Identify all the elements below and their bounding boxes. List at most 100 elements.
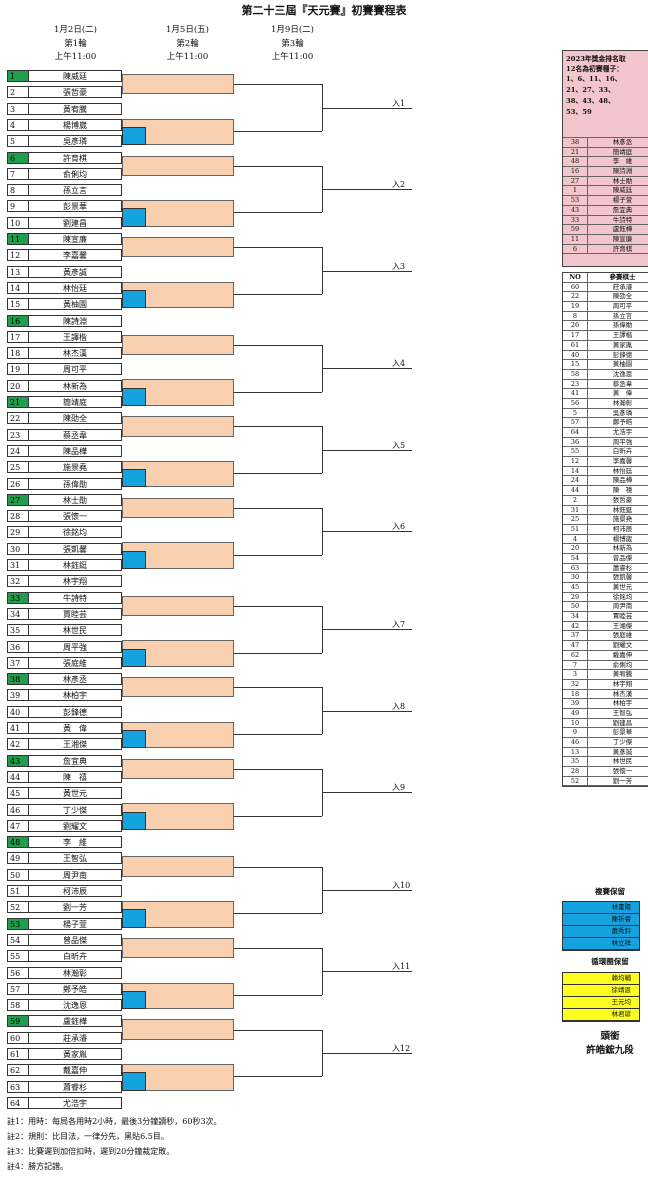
entrant-number: 3 [7, 102, 29, 115]
participant-no: 30 [563, 573, 588, 582]
participant-row: 61 黃家胤 [563, 340, 648, 351]
match-box [122, 497, 234, 519]
participant-row: 28 張懷一 [563, 767, 648, 777]
entrant-name: 陳劭全 [29, 412, 122, 425]
entrant-name: 尤浩宇 [29, 1096, 122, 1109]
entrant-name: 林柏宇 [29, 689, 122, 702]
entrant-number: 11 [7, 233, 29, 245]
round-label: 第1輪 [64, 39, 87, 49]
participant-name: 黃彥誠 [612, 747, 633, 756]
entrant-number: 22 [7, 412, 29, 425]
entrant-name: 簡靖庭 [29, 396, 122, 408]
entrant-name: 戴嘉伸 [29, 1064, 122, 1077]
bracket-line [234, 344, 322, 346]
round-date: 1月5日(五) [166, 25, 209, 35]
advance-label: 入11 [392, 962, 411, 972]
participant-name: 徐銘均 [612, 592, 633, 601]
bracket-line [234, 212, 322, 214]
participant-name: 楊博崴 [612, 534, 633, 543]
entrant-number: 45 [7, 787, 29, 800]
seed-no: 27 [563, 176, 588, 186]
entrant-name: 李 維 [29, 836, 122, 849]
participant-no: 12 [563, 457, 588, 466]
entrant-number: 41 [7, 722, 29, 734]
entrant-number: 64 [7, 1096, 29, 1109]
participant-name: 周尹南 [612, 602, 633, 611]
preliminary-box [122, 1072, 146, 1091]
participant-row: 44 陳 禧 [563, 486, 648, 496]
participant-name: 劉建昌 [612, 718, 633, 727]
match-box [122, 334, 234, 356]
participant-row: 55 白昕卉 [563, 447, 648, 458]
participants-table: NO 參賽棋士 60 莊承濬 22 陳劭全 19 周可平 8 孫立言 26 孫偉勛 17 王譯楷 61 黃… [562, 272, 648, 788]
bracket-line [234, 507, 322, 509]
round-time: 上午11:00 [54, 52, 97, 62]
participant-row: 2 張哲豪 [563, 495, 648, 506]
bracket-line [234, 605, 322, 607]
participant-no: 2 [563, 495, 588, 505]
bracket-line [234, 994, 322, 996]
entrant-name: 吳彥璘 [29, 135, 122, 148]
title-holder-label: 頭銜 [600, 1031, 620, 1042]
participant-name: 林宇翔 [612, 679, 633, 688]
participant-no: 47 [563, 641, 588, 650]
participant-no: 25 [563, 515, 588, 524]
entrant-name: 劉建昌 [29, 216, 122, 229]
entrant-number: 60 [7, 1031, 29, 1044]
participant-row: 13 黃彥誠 [563, 747, 648, 758]
reserve-league-list: 賴均輔 徐靖恩 王元均 林君諺 [562, 972, 640, 1022]
participant-row: 14 林怡廷 [563, 466, 648, 477]
reserve-league-name: 林君諺 [563, 1009, 639, 1021]
participant-row: 25 施景堯 [563, 515, 648, 525]
seed-row: 38 林彥丞 [563, 138, 648, 148]
seed-row: 1 陳威廷 [563, 186, 648, 197]
entrant-name: 劉一芳 [29, 901, 122, 914]
preliminary-box [122, 126, 146, 146]
participant-row: 34 賈睦芸 [563, 612, 648, 622]
participant-no: 44 [563, 486, 588, 495]
participant-no: 18 [563, 689, 588, 699]
bracket-line [322, 107, 412, 109]
participant-name: 黃世元 [612, 583, 633, 591]
entrant-number: 9 [7, 200, 29, 213]
participant-no: 64 [563, 428, 588, 437]
entrant-name: 陳威廷 [29, 70, 122, 82]
participant-row: 5 吳彥璘 [563, 408, 648, 419]
entrant-number: 29 [7, 526, 29, 539]
seed-name: 許育棋 [612, 244, 633, 253]
participant-no: 52 [563, 776, 588, 786]
bracket-line [234, 1029, 322, 1031]
seed-row: 27 林士勛 [563, 176, 648, 187]
round-time: 上午11:00 [271, 52, 314, 62]
bracket-line [234, 554, 322, 556]
seed-row: 33 牛詩特 [563, 215, 648, 226]
bracket-line [234, 165, 322, 167]
seed-no: 48 [563, 157, 588, 167]
participant-no: 61 [563, 340, 588, 350]
bracket-line [322, 270, 412, 272]
entrant-number: 13 [7, 265, 29, 278]
participant-no: 23 [563, 379, 588, 389]
entrant-name: 陳詩淵 [29, 314, 122, 327]
participant-name: 彭鋒德 [612, 350, 633, 359]
participant-name: 林新為 [612, 544, 633, 553]
seed-name: 陳詩淵 [612, 167, 633, 176]
advance-label: 入8 [392, 701, 406, 711]
seed-note-box: 2023年獎金排名取12名為初賽種子： 1、6、11、16、21、27、33、3… [562, 50, 648, 267]
entrant-number: 1 [7, 70, 29, 82]
participant-name: 尤浩宇 [612, 428, 633, 436]
entrant-name: 黃宥騰 [29, 102, 122, 115]
participant-name: 劉耀文 [612, 641, 633, 650]
participant-name: 孫立言 [612, 311, 633, 320]
seed-row: 48 李 維 [563, 157, 648, 168]
entrant-name: 陳 禧 [29, 770, 122, 783]
participant-name: 林鈺鋌 [612, 505, 633, 514]
participant-no: 22 [563, 292, 588, 302]
seed-row: 21 簡靖庭 [563, 147, 648, 158]
participant-row: 58 沈逸恩 [563, 369, 648, 380]
participant-row: 10 劉建昌 [563, 718, 648, 729]
bracket-line [322, 629, 412, 631]
note-3: 註3：比賽遲到加倍扣時，遲到20分鐘裁定敗。 [7, 1147, 175, 1156]
participant-no: 9 [563, 728, 588, 737]
participant-no: 3 [563, 670, 588, 679]
